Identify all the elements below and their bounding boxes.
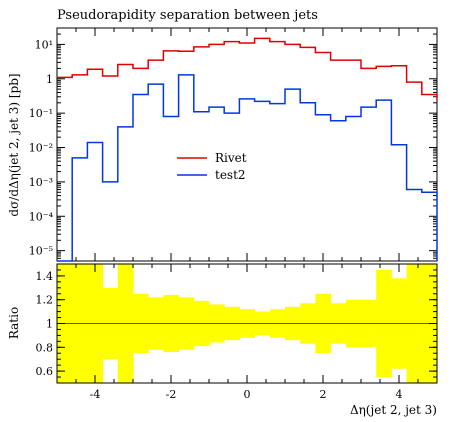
main-y-tick-label: 10⁻⁵: [29, 245, 53, 258]
ratio-y-tick-label: 0.6: [36, 365, 54, 378]
ratio-y-axis-label: Ratio: [7, 307, 21, 339]
main-y-axis-label: dσ/dΔη(jet 2, jet 3) [pb]: [7, 73, 21, 216]
main-y-tick-label: 10¹: [35, 38, 53, 51]
main-y-ticks: 10¹ 1 10⁻¹ 10⁻² 10⁻³ 10⁻⁴ 10⁻⁵: [29, 27, 437, 259]
ratio-y-tick-label: 1.4: [36, 270, 54, 283]
test2-series-line: [57, 74, 438, 262]
x-tick-label: -4: [90, 388, 101, 401]
rivet-series-line: [57, 37, 438, 100]
main-y-tick-label: 10⁻³: [29, 176, 53, 189]
x-axis-label: Δη(jet 2, jet 3): [350, 403, 437, 417]
x-tick-label: 0: [244, 388, 251, 401]
main-x-ticks: [75, 28, 419, 261]
main-plot: 10¹ 1 10⁻¹ 10⁻² 10⁻³ 10⁻⁴ 10⁻⁵ Rivet test2: [29, 27, 438, 262]
legend-rivet-label: Rivet: [215, 151, 247, 165]
ratio-y-tick-label: 1.2: [36, 294, 54, 307]
legend: Rivet test2: [177, 151, 247, 182]
ratio-y-ticks: 1.4 1.2 1 0.8 0.6: [36, 269, 437, 378]
main-y-tick-label: 1: [46, 73, 53, 86]
main-y-tick-label: 10⁻²: [29, 142, 53, 155]
ratio-plot: 1.4 1.2 1 0.8 0.6 -4 -2 0 2 4: [36, 263, 438, 401]
legend-test2-label: test2: [215, 168, 246, 182]
x-tick-label: -2: [166, 388, 177, 401]
chart-title: Pseudorapidity separation between jets: [57, 8, 318, 23]
main-y-tick-label: 10⁻¹: [29, 107, 53, 120]
ratio-y-tick-label: 0.8: [36, 341, 54, 354]
main-plot-frame: [56, 27, 438, 262]
x-tick-label: 4: [396, 388, 403, 401]
ratio-y-tick-label: 1: [46, 318, 53, 331]
main-y-tick-label: 10⁻⁴: [29, 210, 54, 223]
x-tick-label: 2: [320, 388, 327, 401]
ratio-x-ticks: -4 -2 0 2 4: [75, 264, 419, 401]
